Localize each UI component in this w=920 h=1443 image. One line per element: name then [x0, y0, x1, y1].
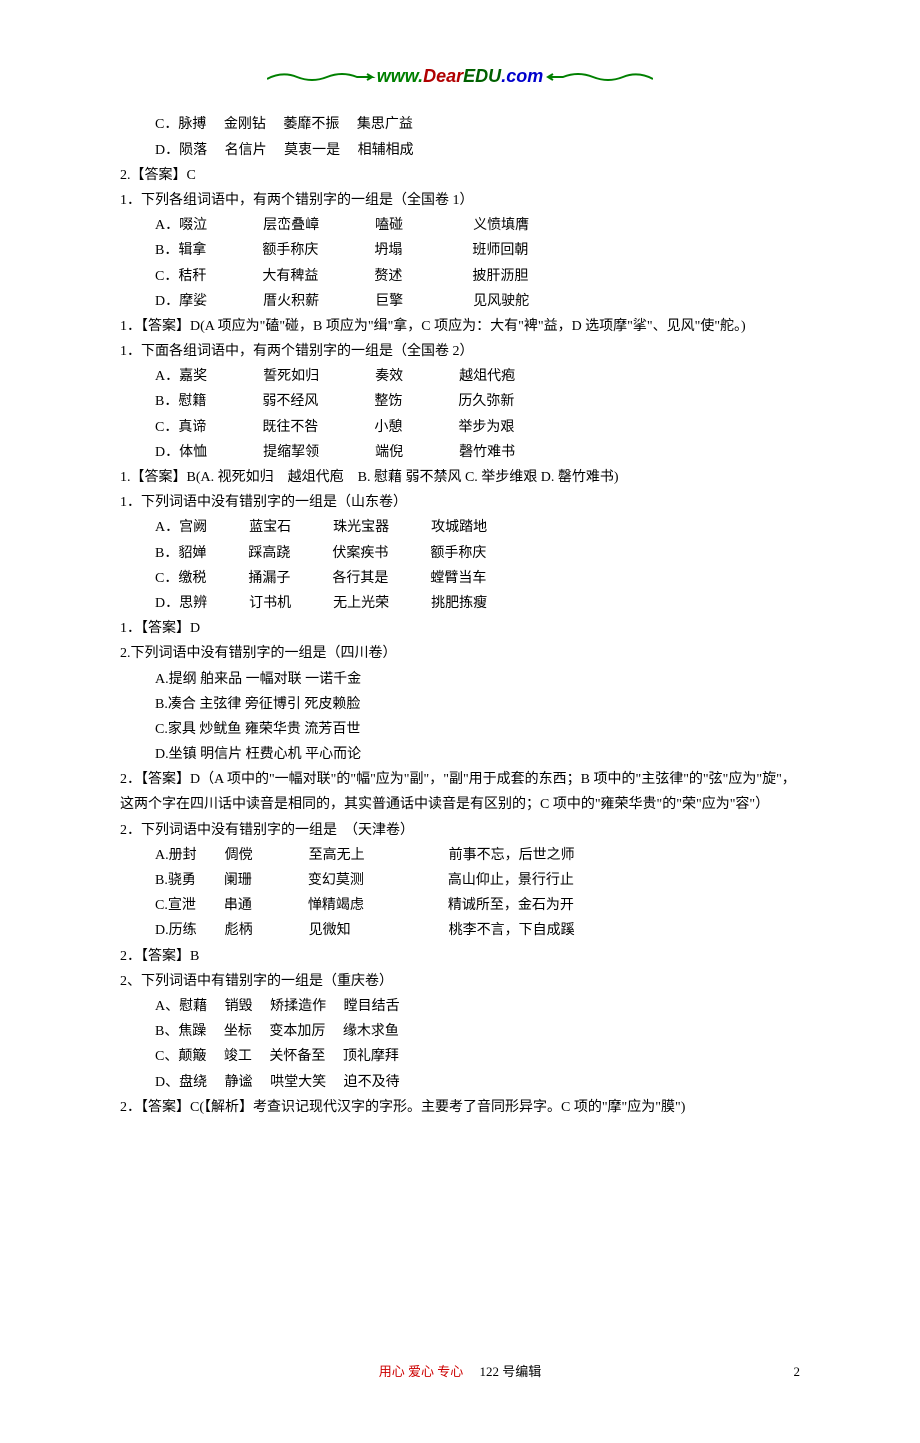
text-line: 2．【答案】D（A 项中的"一幅对联"的"幅"应为"副"，"副"用于成套的东西；…: [120, 767, 800, 817]
text-line: D.历练 彪柄 见微知 桃李不言，下自成蹊: [120, 918, 800, 943]
text-line: A．宫阙 蓝宝石 珠光宝器 攻城踏地: [120, 515, 800, 540]
text-line: C．脉搏 金刚钻 萎靡不振 集思广益: [120, 112, 800, 137]
logo-edu: EDU: [463, 66, 501, 86]
text-line: C．秸秆 大有稗益 赘述 披肝沥胆: [120, 264, 800, 289]
text-line: B.凑合 主弦律 旁征博引 死皮赖脸: [120, 692, 800, 717]
text-line: B．慰籍 弱不经风 整饬 历久弥新: [120, 389, 800, 414]
text-line: D．陨落 名信片 莫衷一是 相辅相成: [120, 138, 800, 163]
page-number: 2: [794, 1360, 801, 1383]
logo: www.DearEDU.com: [120, 60, 800, 92]
text-line: 1．下列各组词语中，有两个错别字的一组是（全国卷 1）: [120, 188, 800, 213]
text-line: A．嘉奖 誓死如归 奏效 越俎代疱: [120, 364, 800, 389]
text-line: D．思辨 订书机 无上光荣 挑肥拣瘦: [120, 591, 800, 616]
text-line: D．体恤 提缩挈领 端倪 磬竹难书: [120, 440, 800, 465]
text-line: 1．【答案】D: [120, 616, 800, 641]
text-line: C．缴税 捅漏子 各行其是 螳臂当车: [120, 566, 800, 591]
text-line: B.骁勇 阑珊 变幻莫测 高山仰止，景行行止: [120, 868, 800, 893]
text-line: A、慰藉 销毁 矫揉造作 瞠目结舌: [120, 994, 800, 1019]
text-line: 2．【答案】B: [120, 944, 800, 969]
text-line: 2.下列词语中没有错别字的一组是（四川卷）: [120, 641, 800, 666]
text-line: B．辑拿 额手称庆 坍塌 班师回朝: [120, 238, 800, 263]
text-line: C.宣泄 串通 惮精竭虑 精诚所至，金石为开: [120, 893, 800, 918]
text-line: D．摩娑 厝火积薪 巨擎 见风驶舵: [120, 289, 800, 314]
logo-text: www.DearEDU.com: [377, 60, 543, 92]
text-line: 1．下列词语中没有错别字的一组是（山东卷）: [120, 490, 800, 515]
text-line: B、焦躁 坐标 变本加厉 缘木求鱼: [120, 1019, 800, 1044]
document-body: C．脉搏 金刚钻 萎靡不振 集思广益D．陨落 名信片 莫衷一是 相辅相成2.【答…: [120, 112, 800, 1120]
logo-dear: Dear: [423, 66, 463, 86]
text-line: 1.【答案】B(A. 视死如归 越俎代庖 B. 慰藉 弱不禁风 C. 举步维艰 …: [120, 465, 800, 490]
text-line: 2.【答案】C: [120, 163, 800, 188]
wave-right-icon: [543, 69, 653, 83]
text-line: B．貂婵 踩高跷 伏案疾书 额手称庆: [120, 541, 800, 566]
text-line: 1．【答案】D(A 项应为"磕"碰，B 项应为"缉"拿，C 项应为：大有"裨"益…: [120, 314, 800, 339]
text-line: 2．【答案】C(【解析】考查识记现代汉字的字形。主要考了音同形异字。C 项的"摩…: [120, 1095, 800, 1120]
page-header: www.DearEDU.com: [120, 60, 800, 92]
text-line: 2．下列词语中没有错别字的一组是 （天津卷）: [120, 818, 800, 843]
footer-black-text: 122 号编辑: [463, 1364, 541, 1379]
wave-left-icon: [267, 69, 377, 83]
text-line: A.册封 倜傥 至高无上 前事不忘，后世之师: [120, 843, 800, 868]
text-line: C.家具 炒鱿鱼 雍荣华贵 流芳百世: [120, 717, 800, 742]
text-line: D.坐镇 明信片 枉费心机 平心而论: [120, 742, 800, 767]
page-footer: 用心 爱心 专心 122 号编辑 2: [120, 1360, 800, 1383]
text-line: C、颠簸 竣工 关怀备至 顶礼摩拜: [120, 1044, 800, 1069]
text-line: A．啜泣 层峦叠嶂 嗑碰 义愤填膺: [120, 213, 800, 238]
logo-www: www.: [377, 66, 423, 86]
footer-red-text: 用心 爱心 专心: [379, 1364, 464, 1379]
text-line: A.提纲 舶来品 一幅对联 一诺千金: [120, 667, 800, 692]
text-line: C．真谛 既往不咎 小憩 举步为艰: [120, 415, 800, 440]
text-line: 2、下列词语中有错别字的一组是（重庆卷）: [120, 969, 800, 994]
text-line: D、盘绕 静谧 哄堂大笑 迫不及待: [120, 1070, 800, 1095]
logo-com: .com: [501, 66, 543, 86]
text-line: 1．下面各组词语中，有两个错别字的一组是（全国卷 2）: [120, 339, 800, 364]
